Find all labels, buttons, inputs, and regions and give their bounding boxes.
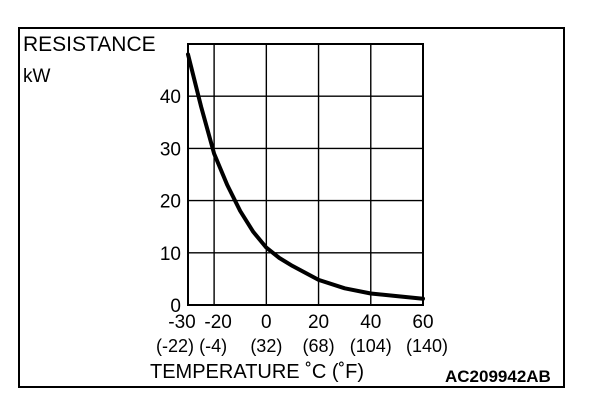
y-tick-20: 20 (160, 192, 181, 213)
y-tick-10: 10 (160, 244, 181, 265)
x-tick-f-5: (140) (406, 336, 448, 356)
x-tick--30: -30 (168, 312, 195, 333)
x-tick-20: 20 (308, 312, 329, 333)
resistance-curve (186, 52, 425, 301)
y-tick-30: 30 (160, 139, 181, 160)
x-tick-f-0: (-22) (156, 336, 194, 356)
x-tick-0: 0 (261, 312, 272, 333)
x-axis-title: TEMPERATURE ˚C (˚F) (150, 361, 364, 383)
x-tick--20: -20 (204, 312, 231, 333)
y-axis-title: RESISTANCE (23, 33, 156, 56)
y-axis-unit: kW (23, 66, 51, 87)
y-tick-40: 40 (160, 87, 181, 108)
figure-code: AC209942AB (445, 367, 551, 386)
y-tick-0: 0 (170, 296, 181, 317)
x-tick-f-2: (32) (250, 336, 282, 356)
x-tick-f-1: (-4) (199, 336, 227, 356)
plot-area (187, 43, 424, 306)
x-tick-60: 60 (412, 312, 433, 333)
x-tick-40: 40 (360, 312, 381, 333)
figure-border (18, 27, 565, 388)
x-tick-labels-fahrenheit: (-22) (-4) (32) (68) (104) (140) (156, 336, 448, 356)
y-tick-labels: 0 10 20 30 40 (160, 87, 181, 317)
x-tick-f-4: (104) (350, 336, 392, 356)
x-tick-labels: -30 -20 0 20 40 60 (168, 312, 433, 333)
x-tick-f-3: (68) (303, 336, 335, 356)
